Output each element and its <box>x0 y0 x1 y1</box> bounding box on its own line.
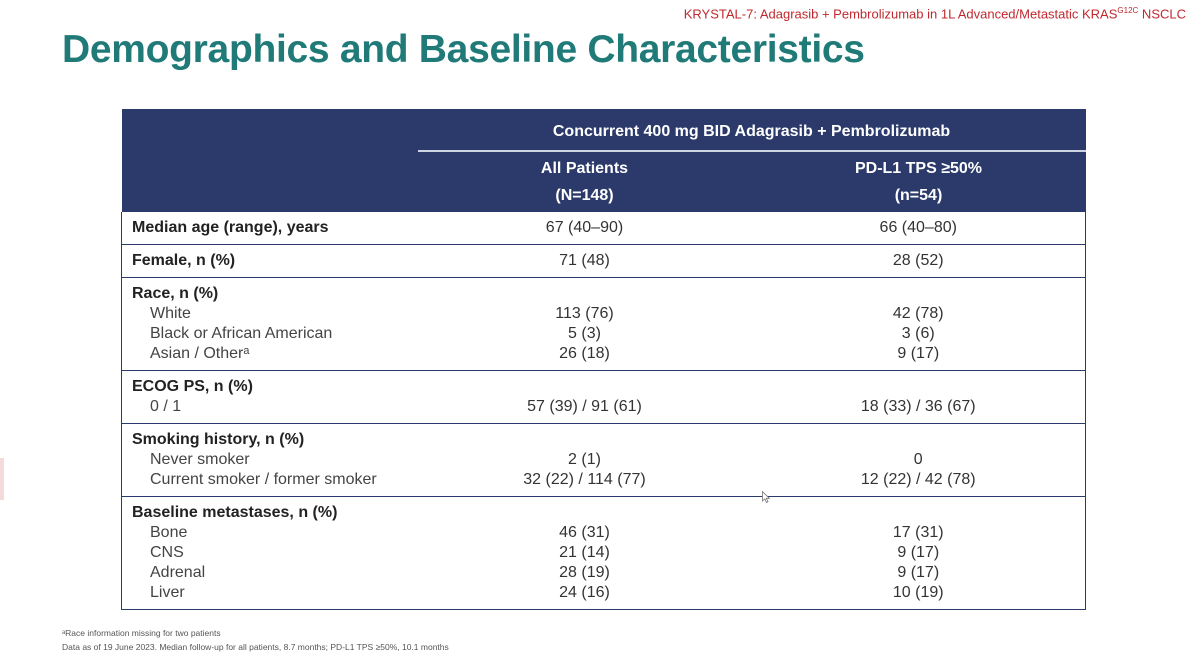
cell-value: 18 (33) / 36 (67) <box>860 398 976 415</box>
row-sublabel: White <box>150 305 191 322</box>
row-label: Female, n (%) <box>132 252 236 269</box>
cell-value: 10 (19) <box>892 584 944 601</box>
value-cell-all-patients: 2 (1) 32 (22) / 114 (77) <box>417 423 752 497</box>
row-label: Race, n (%) <box>132 285 219 302</box>
banner-text: KRYSTAL-7: Adagrasib + Pembrolizumab in … <box>683 6 1118 22</box>
row-sublabel: Never smoker <box>150 451 250 468</box>
column-header-label: All Patients <box>540 160 629 177</box>
cell-value: 28 (52) <box>892 252 944 269</box>
value-cell-all-patients: 46 (31) 21 (14) 28 (19) 24 (16) <box>417 496 752 610</box>
column-header-n: (N=148) <box>555 187 614 204</box>
cell-value: 57 (39) / 91 (61) <box>527 398 642 415</box>
row-label: Smoking history, n (%) <box>132 431 305 448</box>
value-cell-all-patients: 67 (40–90) <box>417 212 752 245</box>
cell-value: 66 (40–80) <box>879 219 957 236</box>
footnote-race: ᵃRace information missing for two patien… <box>62 628 221 638</box>
column-header-all-patients: All Patients (N=148) <box>417 152 752 212</box>
group-header: Concurrent 400 mg BID Adagrasib + Pembro… <box>417 109 1086 152</box>
row-label-cell: Baseline metastases, n (%) Bone CNS Adrenal… <box>121 496 418 610</box>
cell-value: 26 (18) <box>559 345 610 362</box>
study-banner: KRYSTAL-7: Adagrasib + Pembrolizumab in … <box>684 6 1186 21</box>
cell-value: 32 (22) / 114 (77) <box>523 471 646 488</box>
table-row: Smoking history, n (%) Never smoker Curren… <box>121 423 1086 497</box>
group-header-divider <box>417 150 1086 152</box>
row-sublabel: Current smoker / former smoker <box>150 471 377 488</box>
table-row: Female, n (%) 71 (48) 28 (52) <box>121 244 1086 278</box>
cell-value: 71 (48) <box>559 252 610 269</box>
row-sublabel: 0 / 1 <box>150 398 182 415</box>
baseline-characteristics-table: Concurrent 400 mg BID Adagrasib + Pembro… <box>121 109 1086 610</box>
group-header-label: Concurrent 400 mg BID Adagrasib + Pembro… <box>552 122 951 140</box>
column-header-label: PD-L1 TPS ≥50% <box>854 160 983 177</box>
value-spacer <box>752 503 1086 523</box>
value-spacer <box>418 503 752 523</box>
baseline-table-container: Concurrent 400 mg BID Adagrasib + Pembro… <box>121 109 1086 610</box>
cell-value: 21 (14) <box>559 544 610 561</box>
row-label-cell: Median age (range), years <box>121 212 418 245</box>
column-header-n: (n=54) <box>894 187 943 204</box>
row-label-cell: Race, n (%) White Black or African America… <box>121 277 418 371</box>
table-row: Race, n (%) White Black or African America… <box>121 277 1086 371</box>
value-cell-all-patients: 113 (76) 5 (3) 26 (18) <box>417 277 752 371</box>
mouse-pointer-icon <box>762 491 770 503</box>
value-cell-pdl1: 0 12 (22) / 42 (78) <box>751 423 1086 497</box>
row-sublabel: Black or African American <box>150 325 333 342</box>
cell-value: 24 (16) <box>559 584 610 601</box>
cell-value: 5 (3) <box>568 325 601 342</box>
value-spacer <box>418 377 752 397</box>
cell-value: 9 (17) <box>897 345 940 362</box>
value-spacer <box>752 284 1086 304</box>
value-cell-pdl1: 28 (52) <box>751 244 1086 278</box>
row-sublabel: Adrenal <box>150 564 206 581</box>
row-label: Baseline metastases, n (%) <box>132 504 338 521</box>
value-spacer <box>418 430 752 450</box>
left-edge-accent <box>0 458 4 500</box>
cell-value: 67 (40–90) <box>545 219 624 236</box>
slide-title: Demographics and Baseline Characteristic… <box>62 28 865 71</box>
value-cell-all-patients: 71 (48) <box>417 244 752 278</box>
value-cell-pdl1: 17 (31) 9 (17) 9 (17) 10 (19) <box>751 496 1086 610</box>
banner-suffix: NSCLC <box>1138 6 1186 22</box>
table-row: Median age (range), years 67 (40–90) 66 (4… <box>121 212 1086 245</box>
value-spacer <box>418 284 752 304</box>
value-cell-pdl1: 42 (78) 3 (6) 9 (17) <box>751 277 1086 371</box>
row-sublabel: CNS <box>150 544 184 561</box>
row-label-cell: Female, n (%) <box>121 244 418 278</box>
row-sublabel: Bone <box>150 524 188 541</box>
value-spacer <box>752 430 1086 450</box>
value-cell-all-patients: 57 (39) / 91 (61) <box>417 370 752 424</box>
column-header-pdl1: PD-L1 TPS ≥50% (n=54) <box>751 152 1086 212</box>
cell-value: 42 (78) <box>892 305 944 322</box>
banner-superscript: G12C <box>1117 6 1139 15</box>
row-sublabel: Asian / Otherᵃ <box>150 345 250 362</box>
value-cell-pdl1: 66 (40–80) <box>751 212 1086 245</box>
cell-value: 113 (76) <box>555 305 614 322</box>
value-spacer <box>752 377 1086 397</box>
cell-value: 9 (17) <box>897 564 940 581</box>
row-label-cell: ECOG PS, n (%) 0 / 1 <box>121 370 418 424</box>
value-cell-pdl1: 18 (33) / 36 (67) <box>751 370 1086 424</box>
cell-value: 28 (19) <box>559 564 610 581</box>
cell-value: 17 (31) <box>892 524 944 541</box>
cell-value: 9 (17) <box>897 544 940 561</box>
header-empty-cell <box>121 109 418 212</box>
cell-value: 3 (6) <box>901 325 935 342</box>
row-label: ECOG PS, n (%) <box>132 378 253 395</box>
cell-value: 12 (22) / 42 (78) <box>860 471 976 488</box>
row-label-cell: Smoking history, n (%) Never smoker Curren… <box>121 423 418 497</box>
table-body: Median age (range), years 67 (40–90) 66 (4… <box>121 212 1086 610</box>
table-row: ECOG PS, n (%) 0 / 1 57 (39) / 91 (61) 18… <box>121 370 1086 424</box>
table-row: Baseline metastases, n (%) Bone CNS Adrenal… <box>121 496 1086 610</box>
cell-value: 46 (31) <box>559 524 610 541</box>
footnote-data-cutoff: Data as of 19 June 2023. Median follow-u… <box>62 642 449 652</box>
row-label: Median age (range), years <box>132 219 329 236</box>
cell-value: 0 <box>913 451 923 468</box>
cell-value: 2 (1) <box>568 451 601 468</box>
row-sublabel: Liver <box>150 584 185 601</box>
